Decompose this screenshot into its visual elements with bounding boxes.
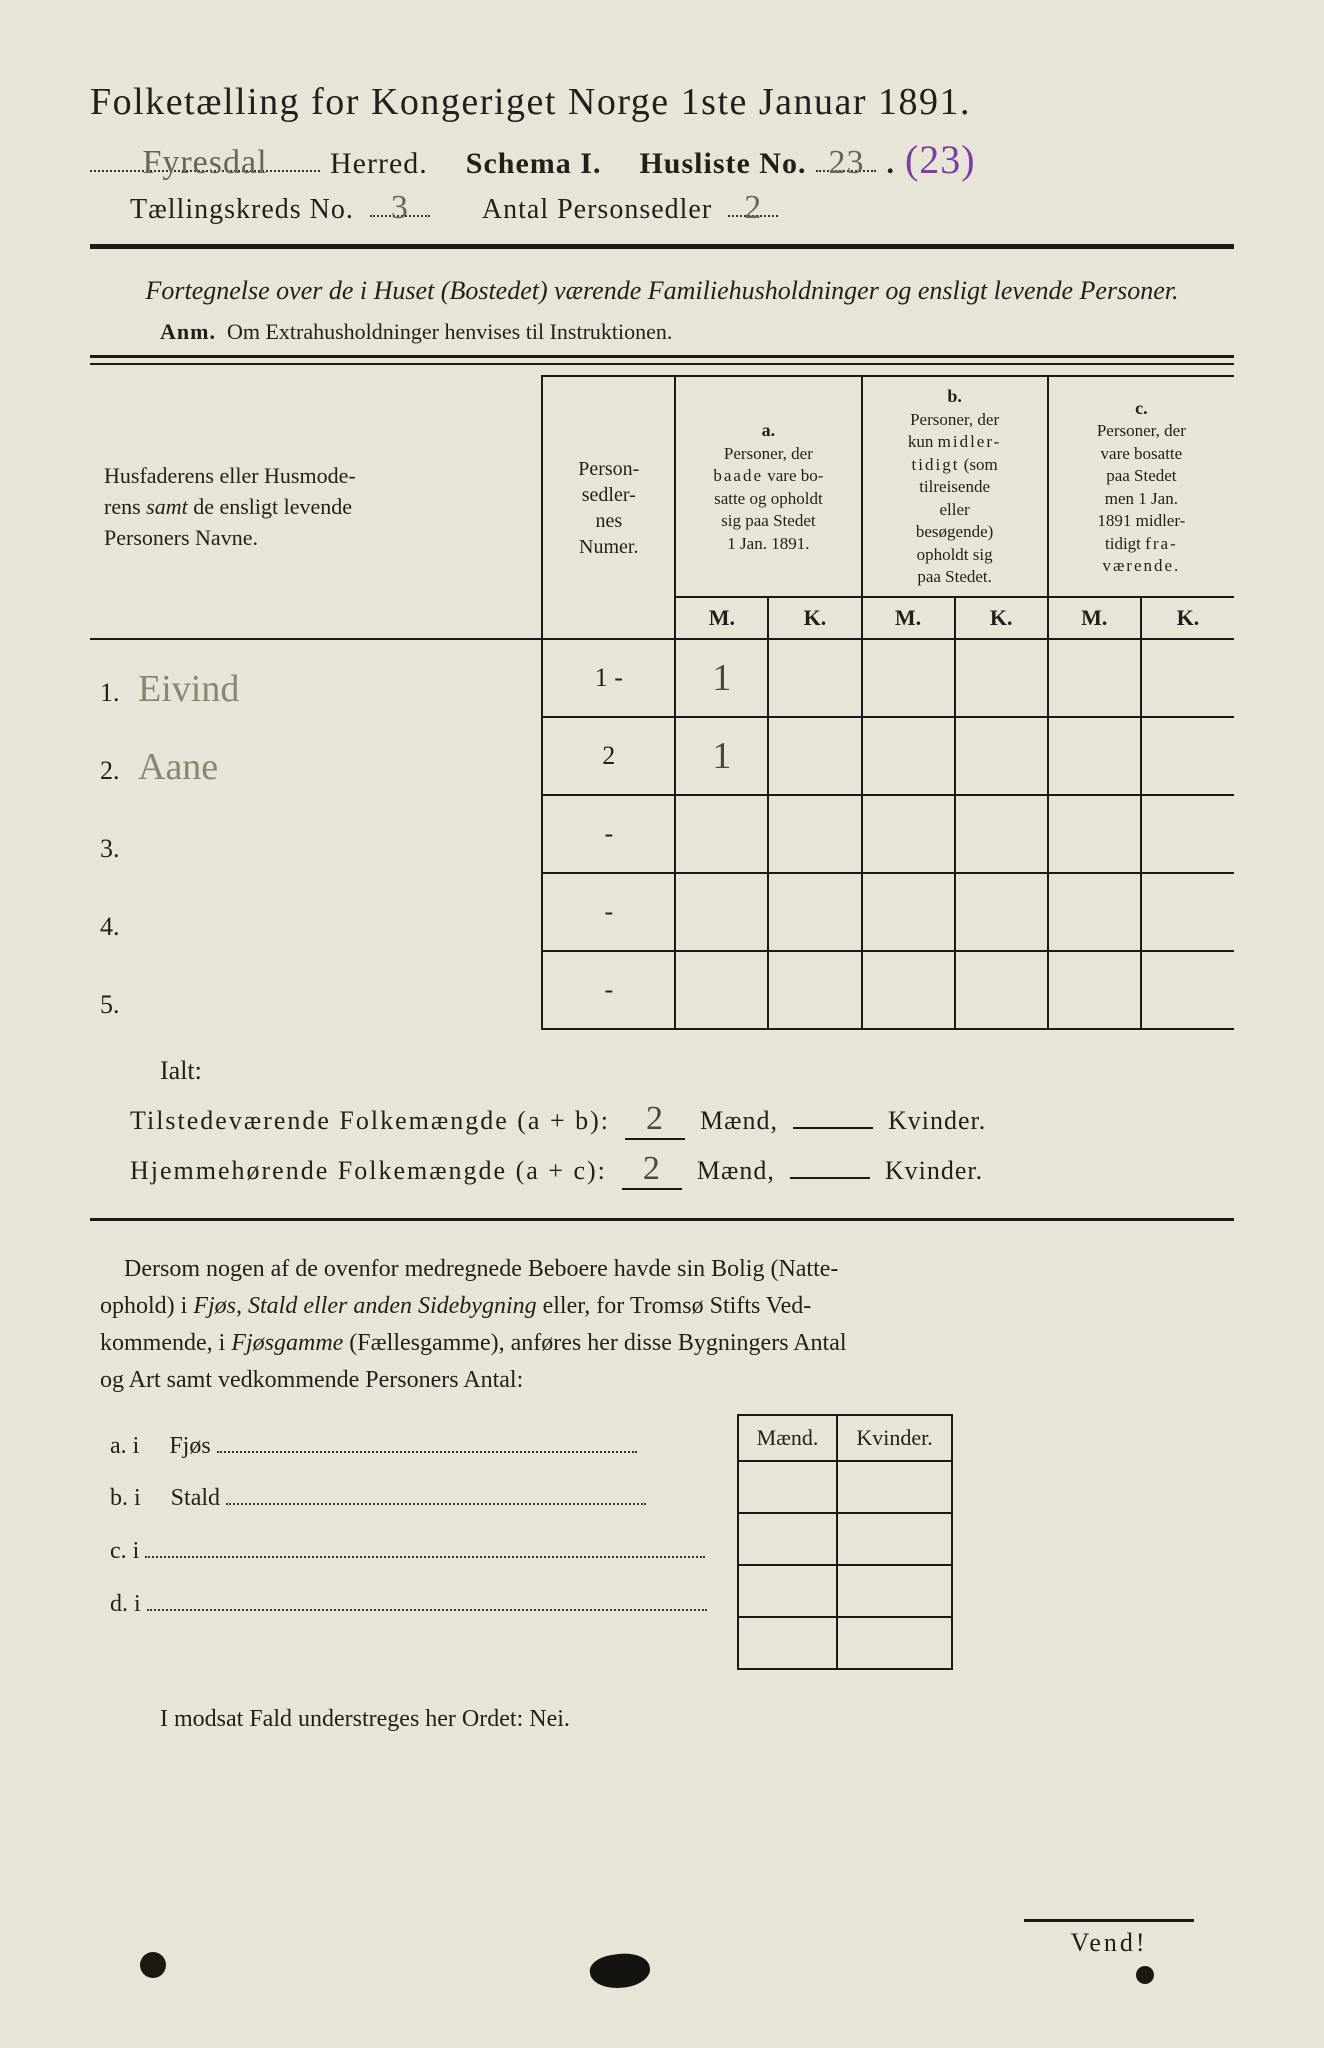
group-a-label: a. <box>762 420 776 440</box>
punch-hole-icon <box>140 1952 166 1978</box>
ink-blot-icon <box>588 1950 652 1992</box>
sum1-k <box>793 1127 873 1129</box>
col-b-m: M. <box>862 597 955 639</box>
sum2-maend: Mænd, <box>697 1156 775 1185</box>
group-b-label: b. <box>947 386 962 406</box>
col-num-header: Person-sedler-nesNumer. <box>578 458 639 558</box>
census-table: Husfaderens eller Husmode-rens samt de e… <box>90 375 1234 1030</box>
table-row: 2. Aane21 <box>90 717 1234 795</box>
anm-label: Anm. <box>160 319 216 344</box>
row-a-label: a. i <box>110 1433 139 1459</box>
group-c-text: Personer, dervare bosattepaa Stedetmen 1… <box>1097 421 1186 575</box>
sum2-label: Hjemmehørende Folkemængde (a + c): <box>130 1156 607 1185</box>
col-name-header: Husfaderens eller Husmode-rens samt de e… <box>104 463 356 550</box>
anm-line: Anm. Om Extrahusholdninger henvises til … <box>160 319 1234 345</box>
table-row: 5. - <box>90 951 1234 1029</box>
antal-val: 2 <box>744 189 762 227</box>
col-a-k: K. <box>768 597 861 639</box>
herred-handwritten: Fyresdal <box>142 144 267 182</box>
subtitle: Fortegnelse over de i Huset (Bostedet) v… <box>90 273 1234 309</box>
row-c-label: c. i <box>110 1538 139 1564</box>
herred-label: Herred. <box>330 147 428 181</box>
divider <box>90 355 1234 365</box>
punch-hole-icon <box>1136 1966 1154 1984</box>
sum2-kvinder: Kvinder. <box>885 1156 983 1185</box>
husliste-extra: (23) <box>905 136 976 183</box>
row-b-label: b. i <box>110 1485 141 1511</box>
kreds-label: Tællingskreds No. <box>130 194 354 226</box>
row-b-word: Stald <box>171 1485 220 1511</box>
header-line-2: Fyresdal Herred. Schema I. Husliste No. … <box>90 136 1234 183</box>
vend-label: Vend! <box>1024 1919 1194 1958</box>
sum1-maend: Mænd, <box>700 1106 778 1135</box>
antal-label: Antal Personsedler <box>482 194 712 226</box>
husliste-label: Husliste No. <box>639 147 806 181</box>
mk-table: Mænd. Kvinder. <box>737 1414 953 1670</box>
sum1-label: Tilstedeværende Folkemængde (a + b): <box>130 1106 610 1135</box>
outbuilding-section: a. i Fjøs b. i Stald c. i d. i Mænd. Kvi… <box>110 1420 1234 1670</box>
sum1-m: 2 <box>625 1100 685 1140</box>
row-a-word: Fjøs <box>169 1433 210 1459</box>
table-row: 4. - <box>90 873 1234 951</box>
sum-present: Tilstedeværende Folkemængde (a + b): 2 M… <box>130 1100 1234 1140</box>
group-c-label: c. <box>1135 398 1148 418</box>
anm-text: Om Extrahusholdninger henvises til Instr… <box>227 319 672 344</box>
col-b-k: K. <box>955 597 1048 639</box>
header-line-3: Tællingskreds No. 3 Antal Personsedler 2 <box>130 189 1234 226</box>
mk-m-header: Mænd. <box>738 1415 838 1461</box>
sum2-k <box>790 1177 870 1179</box>
modsat-line: I modsat Fald understreges her Ordet: Ne… <box>160 1706 1234 1733</box>
ialt-label: Ialt: <box>160 1056 1234 1086</box>
col-a-m: M. <box>675 597 768 639</box>
table-row: 1. Eivind1 -1 <box>90 639 1234 717</box>
sum-resident: Hjemmehørende Folkemængde (a + c): 2 Mæn… <box>130 1150 1234 1190</box>
col-c-k: K. <box>1141 597 1234 639</box>
kreds-no: 3 <box>391 189 409 227</box>
paragraph: Dersom nogen af de ovenfor medregnede Be… <box>100 1251 1224 1400</box>
table-row: 3. - <box>90 795 1234 873</box>
sum2-m: 2 <box>622 1150 682 1190</box>
schema-label: Schema I. <box>466 147 602 181</box>
group-a-text: Personer, derbaade vare bo-satte og opho… <box>713 444 823 553</box>
sum1-kvinder: Kvinder. <box>888 1106 986 1135</box>
row-d-label: d. i <box>110 1591 141 1617</box>
group-b-text: Personer, derkun midler-tidigt (somtilre… <box>908 410 1001 587</box>
husliste-no-handwritten: 23 <box>828 144 864 182</box>
divider <box>90 244 1234 249</box>
col-c-m: M. <box>1048 597 1141 639</box>
page-title: Folketælling for Kongeriget Norge 1ste J… <box>90 80 1234 124</box>
divider <box>90 1218 1234 1221</box>
mk-k-header: Kvinder. <box>837 1415 951 1461</box>
